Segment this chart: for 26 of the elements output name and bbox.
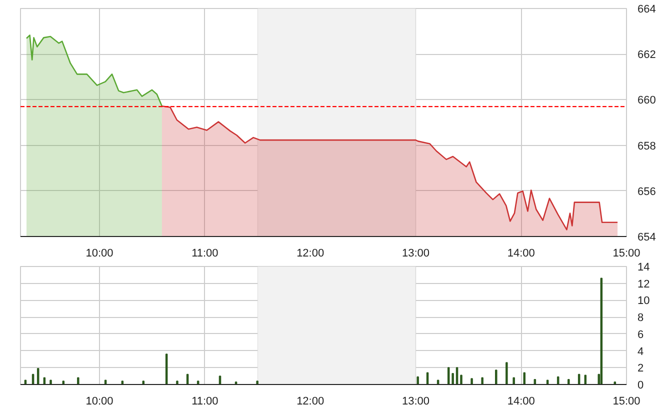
x-tick-label: 10:00 xyxy=(86,248,114,260)
y-tick-label: 0 xyxy=(638,380,644,392)
x-tick-label: 12:00 xyxy=(296,396,324,408)
x-tick-label: 14:00 xyxy=(507,396,535,408)
y-tick-label: 664 xyxy=(638,4,656,16)
x-tick-label: 13:00 xyxy=(402,248,430,260)
x-tick-label: 12:00 xyxy=(296,248,324,260)
x-tick-label: 15:00 xyxy=(612,248,640,260)
x-tick-label: 11:00 xyxy=(192,396,218,408)
y-tick-label: 658 xyxy=(638,140,656,152)
y-tick-label: 2 xyxy=(638,362,644,375)
y-tick-label: 656 xyxy=(638,186,656,198)
y-tick-label: 12 xyxy=(638,278,650,290)
y-tick-label: 654 xyxy=(638,232,656,244)
x-tick-label: 10:00 xyxy=(86,396,114,408)
x-tick-label: 14:00 xyxy=(507,248,535,260)
y-tick-label: 10 xyxy=(638,295,650,308)
x-tick-label: 13:00 xyxy=(402,396,430,408)
x-tick-label: 11:00 xyxy=(192,248,218,260)
y-tick-label: 8 xyxy=(638,312,644,324)
x-tick-label: 15:00 xyxy=(612,396,640,408)
y-tick-label: 4 xyxy=(638,346,644,358)
y-tick-label: 660 xyxy=(638,94,656,107)
y-tick-label: 6 xyxy=(638,328,644,341)
y-tick-label: 14 xyxy=(638,262,650,274)
y-tick-label: 662 xyxy=(638,49,656,62)
